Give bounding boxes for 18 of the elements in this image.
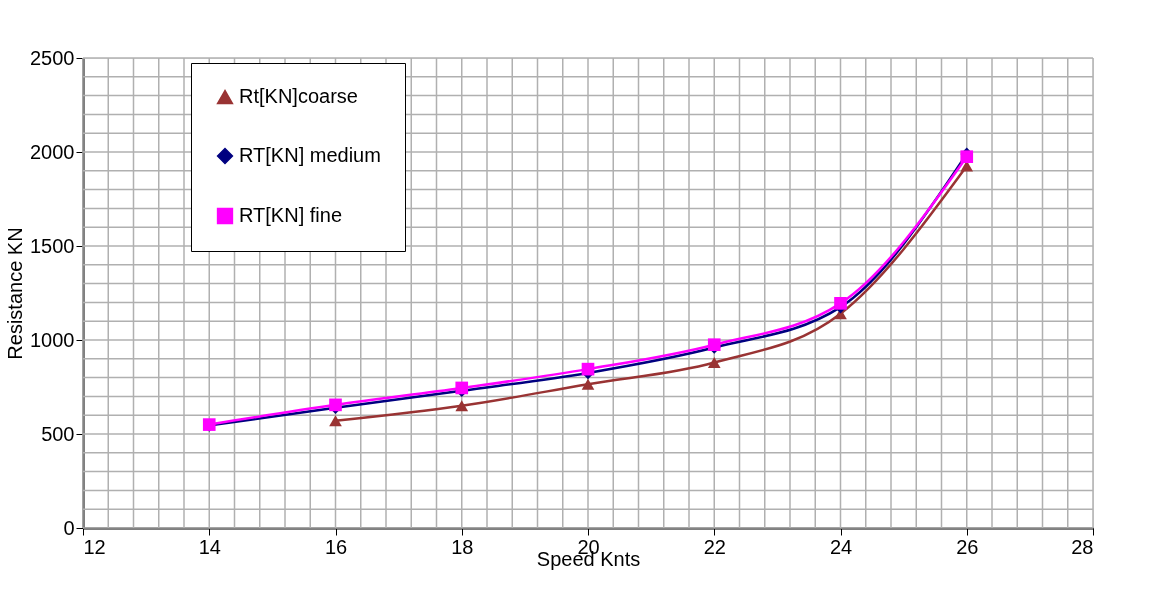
x-tick-label: 16 bbox=[324, 535, 348, 558]
x-tick-label: 28 bbox=[1071, 535, 1094, 558]
y-axis-title: Resistance KN bbox=[4, 227, 27, 360]
x-tick-label: 12 bbox=[83, 535, 106, 558]
x-tick-label: 24 bbox=[829, 535, 853, 558]
legend-label: RT[KN] fine bbox=[239, 204, 342, 226]
y-tick-label: 2000 bbox=[30, 140, 75, 163]
legend-label: RT[KN] medium bbox=[239, 144, 381, 166]
x-tick-label: 22 bbox=[703, 535, 726, 558]
y-tick-label: 500 bbox=[41, 422, 75, 445]
x-tick-label: 18 bbox=[451, 535, 474, 558]
y-tick-label: 1500 bbox=[30, 234, 75, 257]
legend-label: Rt[KN]coarse bbox=[239, 85, 358, 107]
x-tick-label: 26 bbox=[956, 535, 979, 558]
y-tick-label: 0 bbox=[63, 516, 75, 539]
y-tick-label: 2500 bbox=[30, 46, 75, 69]
x-tick-label: 14 bbox=[198, 535, 221, 558]
y-tick-label: 1000 bbox=[30, 328, 75, 351]
